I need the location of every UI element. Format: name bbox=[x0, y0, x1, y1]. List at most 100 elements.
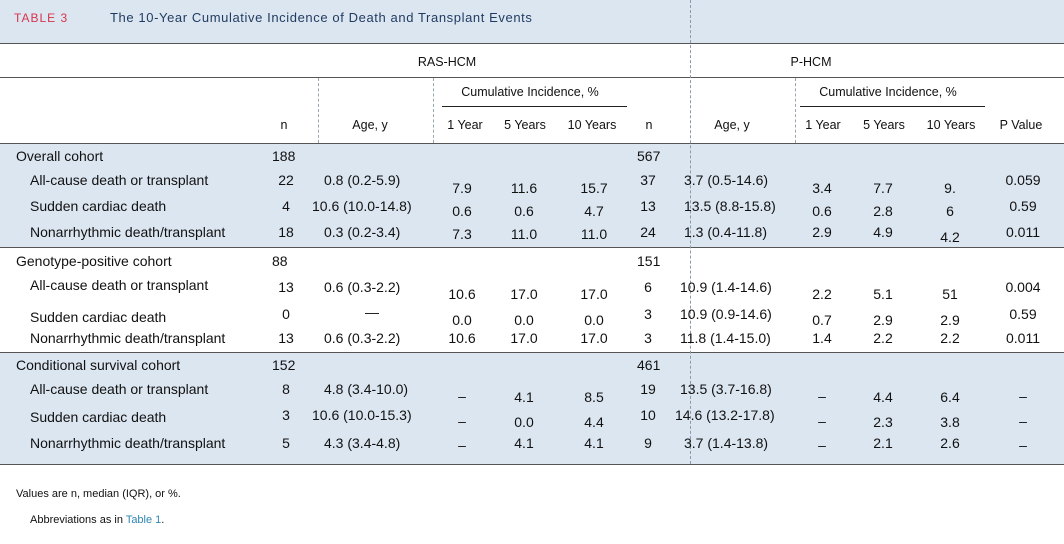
phcm-n-cell: 10 bbox=[640, 407, 656, 423]
cohort-title-overall: Overall cohort bbox=[16, 148, 104, 164]
ras-5y-cell: 4.1 bbox=[514, 389, 534, 405]
ras-10y-cell: 4.1 bbox=[584, 435, 604, 451]
ras-n-cell: 0 bbox=[282, 306, 290, 322]
col-p-value: P Value bbox=[999, 118, 1043, 132]
phcm-n-cell: 3 bbox=[644, 306, 652, 322]
phcm-10y-cell: 6.4 bbox=[940, 389, 960, 405]
row-label: Nonarrhythmic death/transplant bbox=[30, 330, 226, 346]
col-ras-age: Age, y bbox=[352, 118, 388, 132]
col-phcm-age: Age, y bbox=[714, 118, 750, 132]
phcm-10y-cell: 9. bbox=[944, 180, 956, 196]
ras-1y-cell: 10.6 bbox=[448, 286, 476, 302]
ras-1y-cell: 7.3 bbox=[452, 226, 472, 242]
ras-5y-cell: 0.0 bbox=[514, 312, 534, 328]
phcm-10y-cell: 2.2 bbox=[940, 330, 960, 346]
phcm-1y-cell: 1.4 bbox=[812, 330, 832, 346]
row-label: Nonarrhythmic death/transplant bbox=[30, 224, 226, 240]
cohort-phcm-n: 151 bbox=[637, 253, 661, 269]
ras-age-cell: 0.6 (0.3-2.2) bbox=[324, 279, 401, 295]
cohort-phcm-n: 461 bbox=[637, 357, 661, 373]
ras-10y-cell: 8.5 bbox=[584, 389, 604, 405]
ras-1y-cell: – bbox=[458, 437, 466, 453]
phcm-5y-cell: 4.4 bbox=[873, 389, 893, 405]
phcm-5y-cell: 2.2 bbox=[873, 330, 893, 346]
phcm-ci-subheader: Cumulative Incidence, % bbox=[819, 85, 957, 99]
ras-10y-cell: 0.0 bbox=[584, 312, 604, 328]
phcm-n-cell: 9 bbox=[644, 435, 652, 451]
ras-age-cell: — bbox=[365, 304, 379, 320]
phcm-5y-cell: 5.1 bbox=[873, 286, 893, 302]
ras-ci-separator bbox=[433, 78, 434, 143]
p-value-cell: – bbox=[1019, 413, 1027, 429]
rule-title bbox=[0, 43, 1064, 44]
ras-5y-cell: 11.0 bbox=[510, 226, 538, 242]
group-header-ras-hcm: RAS-HCM bbox=[417, 55, 477, 69]
p-value-cell: – bbox=[1019, 388, 1027, 404]
ras-5y-cell: 11.6 bbox=[510, 180, 538, 196]
ras-n-cell: 18 bbox=[278, 224, 294, 240]
rule-overall bbox=[0, 247, 1064, 248]
phcm-10y-cell: 4.2 bbox=[940, 229, 960, 245]
band-conditional bbox=[0, 352, 1064, 464]
col-ras-n: n bbox=[280, 118, 288, 132]
phcm-5y-cell: 7.7 bbox=[873, 180, 893, 196]
ras-n-cell: 3 bbox=[282, 407, 290, 423]
ras-1y-cell: – bbox=[458, 388, 466, 404]
phcm-n-cell: 13 bbox=[640, 198, 656, 214]
phcm-age-cell: 13.5 (8.8-15.8) bbox=[684, 198, 776, 214]
phcm-5y-cell: 4.9 bbox=[873, 224, 893, 240]
phcm-10y-cell: 51 bbox=[942, 286, 958, 302]
ras-age-cell: 0.8 (0.2-5.9) bbox=[324, 172, 401, 188]
ras-10y-cell: 15.7 bbox=[580, 180, 608, 196]
row-label: All-cause death or transplant bbox=[30, 381, 209, 397]
ras-10y-cell: 4.7 bbox=[584, 203, 604, 219]
table-title: The 10-Year Cumulative Incidence of Deat… bbox=[110, 10, 533, 25]
phcm-1y-cell: – bbox=[818, 413, 826, 429]
ras-age-cell: 10.6 (10.0-15.3) bbox=[312, 407, 412, 423]
table-1-link[interactable]: Table 1 bbox=[125, 514, 162, 526]
col-phcm-5y: 5 Years bbox=[863, 118, 905, 132]
phcm-ci-underline bbox=[800, 106, 985, 107]
p-value-cell: 0.004 bbox=[1005, 279, 1041, 295]
footnote-abbr-suffix: . bbox=[161, 514, 165, 526]
ras-5y-cell: 4.1 bbox=[514, 435, 534, 451]
rule-genotype bbox=[0, 352, 1064, 353]
col-ras-1y: 1 Year bbox=[447, 118, 483, 132]
phcm-n-cell: 24 bbox=[640, 224, 656, 240]
phcm-1y-cell: 0.7 bbox=[812, 312, 832, 328]
col-phcm-n: n bbox=[645, 118, 653, 132]
cohort-ras-n: 188 bbox=[272, 148, 296, 164]
phcm-age-cell: 14.6 (13.2-17.8) bbox=[675, 407, 775, 423]
phcm-age-cell: 3.7 (1.4-13.8) bbox=[684, 435, 769, 451]
p-value-cell: 0.059 bbox=[1005, 172, 1041, 188]
phcm-n-cell: 3 bbox=[644, 330, 652, 346]
ras-age-cell: 10.6 (10.0-14.8) bbox=[312, 198, 412, 214]
ras-n-cell: 13 bbox=[278, 279, 294, 295]
ras-n-cell: 22 bbox=[278, 172, 294, 188]
ras-1y-cell: – bbox=[458, 413, 466, 429]
cohort-title-conditional-survival: Conditional survival cohort bbox=[16, 357, 181, 373]
ras-age-cell: 0.6 (0.3-2.2) bbox=[324, 330, 401, 346]
phcm-5y-cell: 2.8 bbox=[873, 203, 893, 219]
col-ras-5y: 5 Years bbox=[504, 118, 546, 132]
col-phcm-10y: 10 Years bbox=[926, 118, 976, 132]
p-value-cell: 0.59 bbox=[1009, 306, 1037, 322]
phcm-1y-cell: 0.6 bbox=[812, 203, 832, 219]
phcm-1y-cell: 3.4 bbox=[812, 180, 832, 196]
cohort-phcm-n: 567 bbox=[637, 148, 661, 164]
phcm-n-cell: 37 bbox=[640, 172, 656, 188]
phcm-5y-cell: 2.3 bbox=[873, 414, 893, 430]
ras-age-cell: 0.3 (0.2-3.4) bbox=[324, 224, 401, 240]
footnote-values: Values are n, median (IQR), or %. bbox=[16, 488, 181, 500]
phcm-10y-cell: 3.8 bbox=[940, 414, 960, 430]
ras-5y-cell: 17.0 bbox=[510, 286, 538, 302]
phcm-5y-cell: 2.9 bbox=[873, 312, 893, 328]
rule-group-header bbox=[0, 77, 1064, 78]
footnote-abbr-prefix: Abbreviations as in bbox=[30, 514, 123, 526]
rule-column-header bbox=[0, 143, 1064, 144]
band-overall bbox=[0, 143, 1064, 247]
phcm-1y-cell: 2.9 bbox=[812, 224, 832, 240]
phcm-n-cell: 6 bbox=[644, 279, 652, 295]
table-label: TABLE 3 bbox=[14, 11, 69, 25]
ras-ci-underline bbox=[442, 106, 627, 107]
